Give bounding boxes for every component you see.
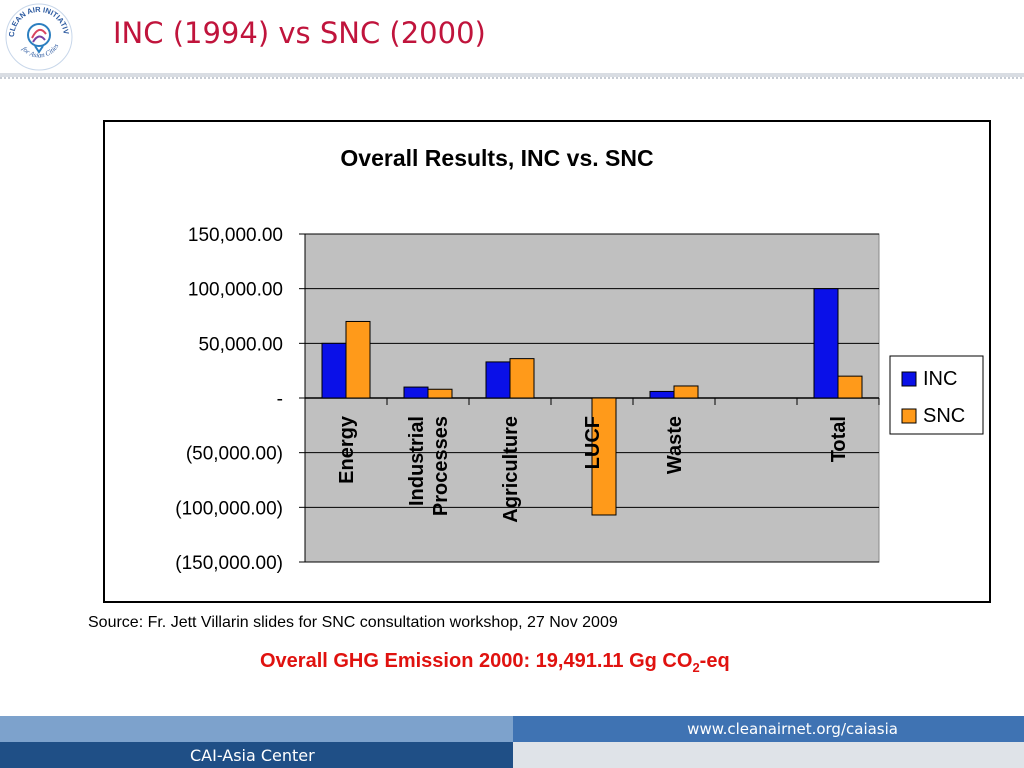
footer-organization: CAI-Asia Center — [190, 746, 315, 765]
x-tick-label: LUCF — [582, 416, 604, 469]
y-tick-label: - — [277, 389, 283, 410]
bar-snc — [673, 385, 699, 399]
title-divider-dots — [0, 77, 1024, 79]
emission-highlight: Overall GHG Emission 2000: 19,491.11 Gg … — [260, 650, 730, 675]
x-tick-label-line: Waste — [664, 416, 686, 474]
bar-inc — [485, 361, 511, 399]
bar-snc — [509, 358, 535, 399]
bar-snc — [427, 388, 453, 399]
bar-inc — [813, 288, 839, 399]
y-tick-label: 100,000.00 — [188, 280, 283, 301]
footer-url: www.cleanairnet.org/caiasia — [687, 720, 898, 738]
bar-inc — [321, 342, 347, 399]
x-tick-label-line: Total — [828, 416, 850, 462]
y-tick-label: 150,000.00 — [188, 225, 283, 246]
footer-band-right — [513, 716, 1024, 742]
x-tick-label-line: Industrial — [406, 416, 428, 506]
legend-label-inc: INC — [923, 368, 957, 390]
bar-inc — [649, 390, 675, 399]
x-tick-label: Waste — [664, 416, 686, 474]
y-tick-label: (100,000.00) — [175, 498, 283, 519]
cai-asia-logo: CLEAN AIR INITIATIVE for Asian Cities — [1, 0, 74, 72]
x-tick-label-line: LUCF — [582, 416, 604, 469]
y-tick-label: (150,000.00) — [175, 553, 283, 574]
y-tick-label: 50,000.00 — [198, 334, 283, 355]
x-tick-label-line: Agriculture — [500, 416, 522, 523]
legend-swatch-snc — [901, 408, 917, 424]
chart-area: Overall Results, INC vs. SNC 150,000.00 10… — [103, 120, 991, 603]
x-tick-label: Total — [828, 416, 850, 462]
legend-swatch-inc — [901, 371, 917, 387]
x-tick-label-line: Energy — [336, 415, 358, 484]
bar-snc — [345, 320, 371, 399]
emission-highlight-subscript: 2 — [692, 660, 700, 675]
bar-chart: Overall Results, INC vs. SNC 150,000.00 10… — [175, 145, 984, 574]
y-tick-label: (50,000.00) — [186, 444, 283, 465]
page-title: INC (1994) vs SNC (2000) — [113, 16, 486, 50]
emission-highlight-suffix: -eq — [699, 650, 730, 672]
x-tick-label-line: Processes — [430, 416, 452, 516]
footer-band-left — [0, 716, 513, 742]
title-divider — [0, 73, 1024, 77]
legend-label-snc: SNC — [923, 405, 965, 427]
footer-bar-left — [0, 742, 513, 768]
footer-bar-right — [513, 742, 1024, 768]
x-tick-label: Energy — [336, 415, 358, 484]
x-tick-label: Industrial Processes — [406, 416, 452, 516]
source-note: Source: Fr. Jett Villarin slides for SNC… — [88, 614, 618, 631]
x-tick-label: Agriculture — [500, 416, 522, 523]
bar-snc — [837, 375, 863, 399]
chart-title: Overall Results, INC vs. SNC — [340, 145, 653, 171]
bar-inc — [403, 386, 429, 399]
bar-snc — [591, 397, 617, 516]
emission-highlight-text: Overall GHG Emission 2000: 19,491.11 Gg … — [260, 650, 693, 672]
